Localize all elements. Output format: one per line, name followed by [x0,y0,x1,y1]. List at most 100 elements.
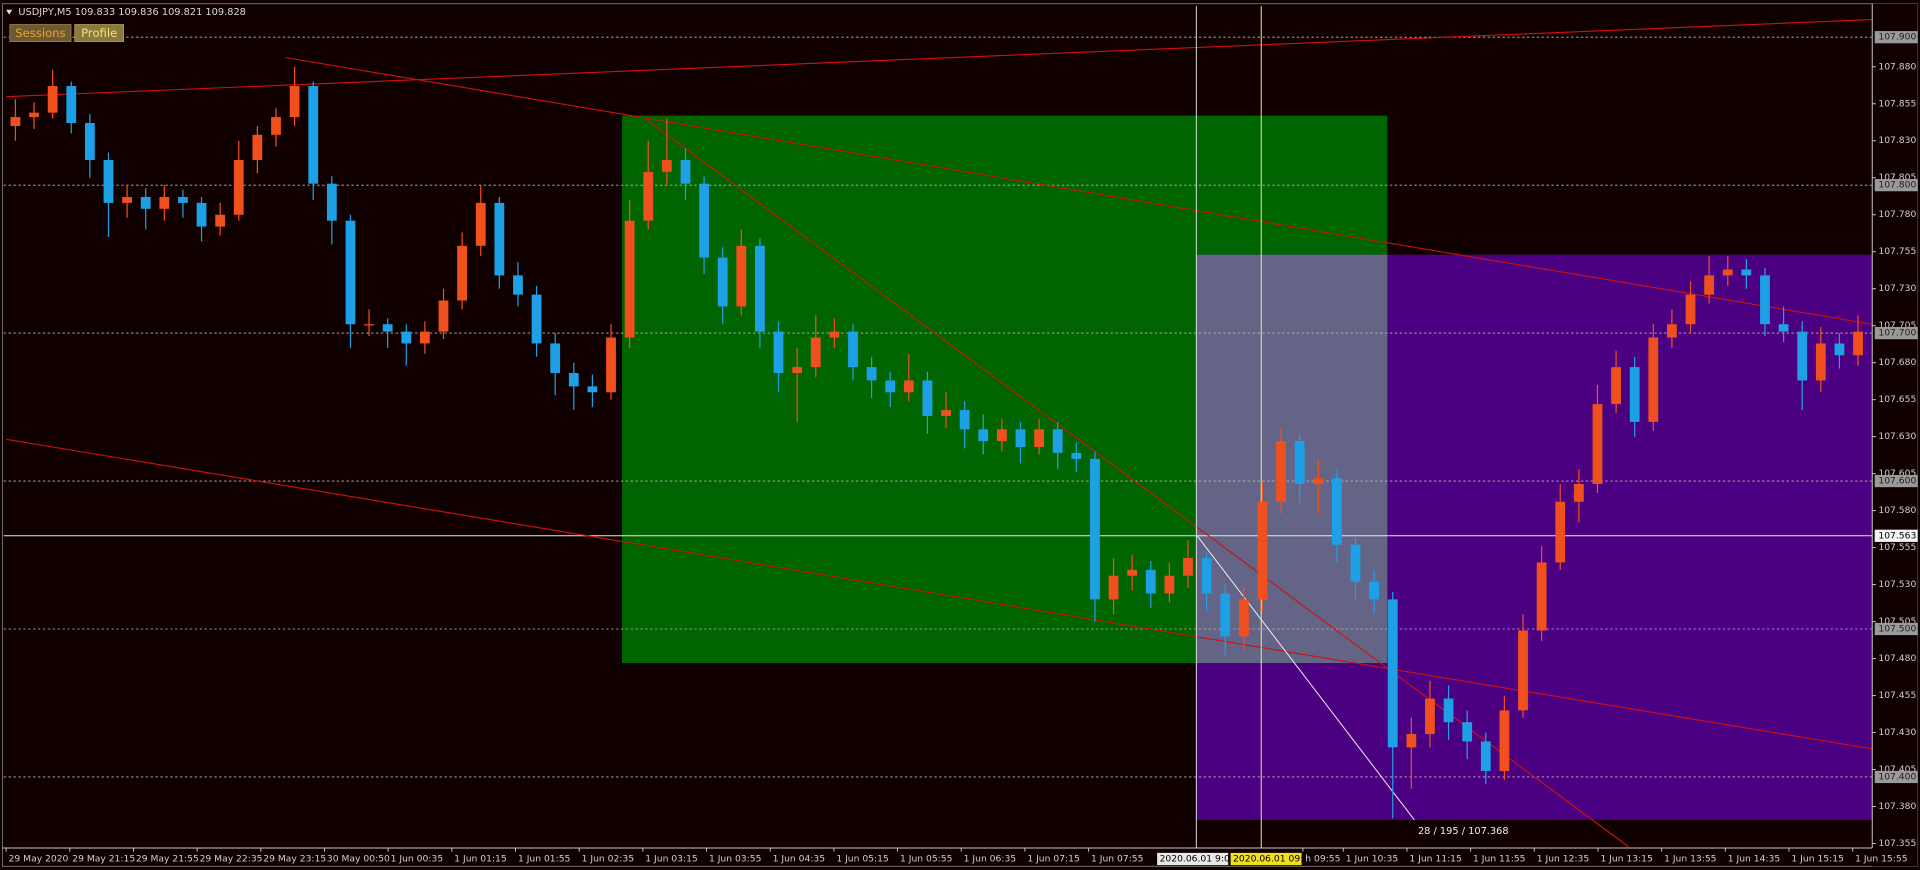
candle-body [1294,441,1305,485]
candle-body [1313,478,1324,485]
candle-body [29,112,39,118]
candle-body [922,380,933,416]
candles: 28 / 195 / 107.368 [10,66,1863,837]
x-tick-label: 1 Jun 04:35 [773,853,826,864]
candle-body [1332,478,1342,545]
time-marker-label: 2020.06.01 9:00 [1160,853,1236,864]
candle-body [531,294,542,344]
candle-body [420,331,430,344]
crosshair-label: 107.563 [1878,530,1916,541]
candle-body [736,245,747,307]
candle-body [308,86,319,184]
candle-body [1220,593,1231,637]
candle-body [1778,324,1789,332]
y-tick-label: 107.580 [1878,505,1916,516]
candle-body [1034,429,1044,448]
candle-body [1443,698,1454,723]
candle-body [1090,458,1100,600]
candle-body [903,380,914,393]
level-label: 107.400 [1878,771,1916,782]
candle-body [1573,484,1584,502]
x-tick-label: 1 Jun 11:15 [1409,853,1462,864]
candle-body [699,183,709,258]
trend-line [6,19,1873,98]
level-box [1874,31,1918,44]
time-marker-box [1157,852,1229,866]
level-box [1874,326,1918,340]
y-tick-label: 107.355 [1878,838,1916,849]
x-tick-label: 1 Jun 10:35 [1346,853,1399,864]
x-tick-label: 1 Jun 06:35 [964,853,1017,864]
y-tick-label: 107.380 [1878,801,1916,812]
candle-body [1648,337,1659,422]
y-tick-label: 107.630 [1878,431,1916,442]
crosshair-box [1874,529,1918,542]
y-tick-label: 107.855 [1878,98,1916,109]
x-tick-label: 1 Jun 01:55 [518,853,571,864]
candle-body [1741,269,1752,276]
candle-body [810,337,821,368]
y-tick-label: 107.405 [1878,764,1916,775]
sessions-button[interactable] [9,24,72,42]
x-tick-label: 29 May 21:55 [136,853,199,864]
y-tick-label: 107.705 [1878,320,1916,331]
candle-body [1704,275,1715,295]
candle-body [401,331,412,344]
y-tick-label: 107.755 [1878,246,1916,257]
x-tick-label: 1 Jun 12:35 [1537,853,1590,864]
x-tick-label: 1 Jun 01:15 [454,853,507,864]
x-tick-label: 1 Jun 15:55 [1855,853,1908,864]
y-tick-label: 107.530 [1878,579,1916,590]
candle-body [1052,429,1063,453]
y-tick-label: 107.430 [1878,727,1916,738]
candle-body [717,257,728,307]
y-tick-label: 107.680 [1878,357,1916,368]
candle-body [1406,734,1417,748]
menu-arrow[interactable] [6,9,13,15]
candle-body [382,324,393,332]
level-box [1874,622,1918,636]
candle-body [661,159,672,172]
candle-body [773,331,784,374]
profile-button[interactable] [74,24,125,42]
candle-body [252,134,263,160]
candle-body [996,429,1007,442]
candle-body [1071,452,1082,459]
candle-body [1760,275,1770,325]
candle-body [84,123,95,160]
candle-body [1518,630,1528,711]
candle-body [755,245,765,332]
button-label[interactable]: Profile [81,26,117,40]
trend-line [285,56,1873,325]
candle-body [792,367,803,374]
candle-body [1164,575,1175,594]
candle-body [10,117,21,126]
candle-body [159,196,170,209]
candle-body [1425,698,1435,735]
candle-body [624,220,635,338]
x-tick-label: 29 May 21:15 [72,853,135,864]
candle-body [178,196,188,203]
button-label[interactable]: Sessions [15,26,65,40]
measure-line [1195,534,1415,821]
candle-body [215,214,226,227]
y-tick-label: 107.880 [1878,61,1916,72]
level-label: 107.900 [1878,32,1916,43]
header: USDJPY,M5 109.833 109.836 109.821 109.82… [6,7,246,42]
candle-body [1592,404,1603,485]
candle-body [1499,710,1510,772]
candle-body [1257,501,1268,600]
x-tick-label: 1 Jun 13:15 [1600,853,1653,864]
candle-body [1108,575,1119,600]
time-marker-label: 2020.06.01 09:40 [1233,853,1315,864]
level-label: 107.500 [1878,624,1916,635]
time-marker-box [1230,852,1302,866]
candle-body [103,159,114,203]
level-box [1874,474,1918,488]
candle-body [47,86,58,113]
x-tick-label: 1 Jun 13:55 [1664,853,1717,864]
x-tick-label: h 09:55 [1305,853,1340,864]
y-tick-label: 107.505 [1878,616,1916,627]
